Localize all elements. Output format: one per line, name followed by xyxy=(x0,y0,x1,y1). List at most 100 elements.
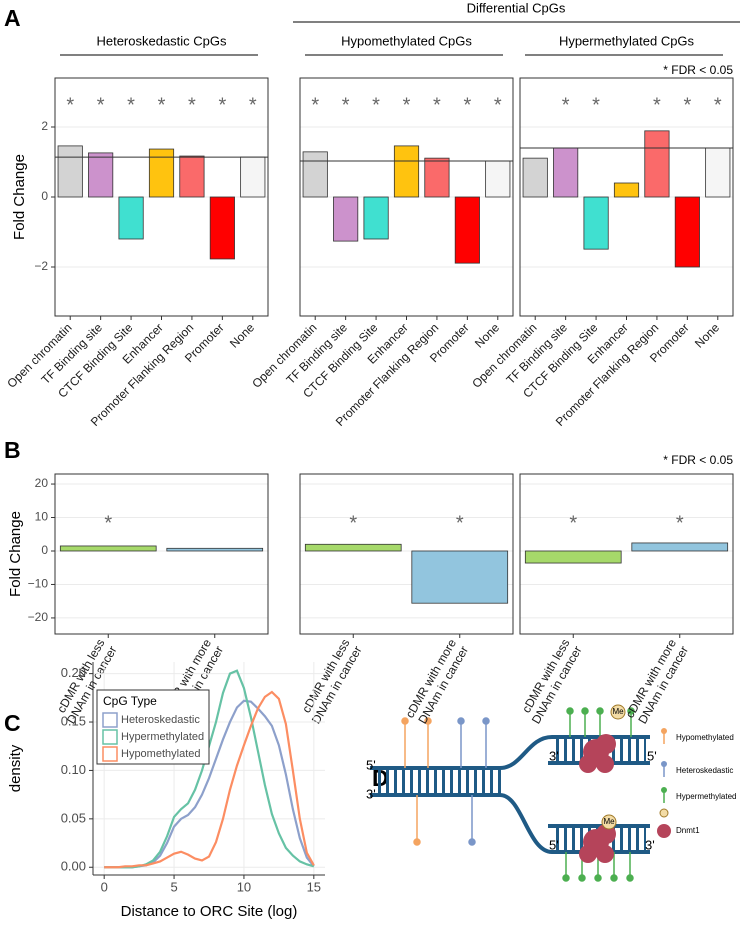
methyl-label: Me xyxy=(612,707,624,716)
bar xyxy=(424,157,450,198)
bar xyxy=(57,145,83,198)
plot-frame xyxy=(54,473,269,635)
bar xyxy=(333,196,359,242)
bar xyxy=(209,196,235,260)
x-tick-label: 10 xyxy=(237,879,251,894)
legend-key xyxy=(102,712,118,728)
bar xyxy=(302,151,328,198)
bar xyxy=(522,157,548,198)
significance-mark: * xyxy=(433,94,441,116)
significance-mark: * xyxy=(463,94,471,116)
bar xyxy=(674,196,700,268)
legend-label: Hypomethylated xyxy=(676,733,734,742)
plot-frame xyxy=(519,473,734,635)
y-tick-label: 2 xyxy=(41,119,48,133)
bar xyxy=(393,145,420,198)
legend-label: Dnmt1 xyxy=(676,826,700,835)
annotation: * FDR < 0.05 xyxy=(663,453,733,467)
significance-mark: * xyxy=(97,94,105,116)
bar xyxy=(148,148,175,198)
strand-label: 3' xyxy=(645,837,655,852)
significance-mark: * xyxy=(653,94,661,116)
x-tick-label: None xyxy=(692,320,722,350)
y-tick-label: 20 xyxy=(35,476,49,490)
panel-subtitle: Hypermethylated CpGs xyxy=(559,33,695,48)
legend-title: CpG Type xyxy=(103,694,157,708)
significance-mark: * xyxy=(188,94,196,116)
bar xyxy=(363,196,389,240)
y-tick-label: 0 xyxy=(41,543,48,557)
bar xyxy=(553,147,579,198)
plot-frame xyxy=(519,77,734,317)
bar xyxy=(88,152,114,198)
hypermethylated-sites xyxy=(562,707,635,882)
significance-mark: * xyxy=(311,94,319,116)
x-tick-label: 0 xyxy=(101,879,108,894)
significance-mark: * xyxy=(218,94,226,116)
y-tick-label: −20 xyxy=(28,610,49,624)
panel-letter: B xyxy=(4,437,21,463)
legend-icon xyxy=(661,787,667,793)
bar xyxy=(631,542,729,552)
panel-letter: C xyxy=(4,710,21,736)
significance-mark: * xyxy=(104,512,112,534)
significance-mark: * xyxy=(714,94,722,116)
bar xyxy=(304,543,402,552)
y-tick-label: 0.15 xyxy=(61,713,86,728)
panel-letter: A xyxy=(4,5,21,31)
dnmt1 xyxy=(579,734,616,863)
panel-subtitle: Hypomethylated CpGs xyxy=(341,33,472,48)
legend-label: Heteroskedastic xyxy=(121,714,200,726)
significance-mark: * xyxy=(676,512,684,534)
replication-diagram: Me Me 5' 3' 3' 5' 5' 3' Hypomethylated H… xyxy=(366,704,736,882)
strand xyxy=(370,735,650,770)
bar xyxy=(613,182,640,198)
methyl-group xyxy=(610,704,626,720)
strand-label: 3' xyxy=(366,786,376,801)
strand-label: 3' xyxy=(549,748,559,763)
strand-label: 5' xyxy=(549,837,559,852)
legend-label: Hypomethylated xyxy=(121,748,201,760)
significance-mark: * xyxy=(158,94,166,116)
group-header: Differential CpGs xyxy=(467,0,566,15)
legend-icon xyxy=(661,761,667,767)
y-tick-label: 10 xyxy=(35,510,49,524)
hypomethylated-sites xyxy=(401,717,432,846)
legend-label: Heteroskedastic xyxy=(676,766,733,775)
y-tick-label: 0.00 xyxy=(61,859,86,874)
x-tick-label: 5 xyxy=(170,879,177,894)
legend-label: Hypermethylated xyxy=(121,731,204,743)
significance-mark: * xyxy=(494,94,502,116)
bar xyxy=(118,196,144,240)
bar xyxy=(705,147,731,198)
bar xyxy=(454,196,480,264)
plot-frame xyxy=(299,77,514,317)
strand-label: 5' xyxy=(647,748,657,763)
x-tick-label: None xyxy=(472,320,502,350)
significance-mark: * xyxy=(127,94,135,116)
y-tick-label: 0.10 xyxy=(61,762,86,777)
significance-mark: * xyxy=(683,94,691,116)
significance-mark: * xyxy=(342,94,350,116)
bar xyxy=(179,155,205,198)
x-tick-label: None xyxy=(227,320,257,350)
significance-mark: * xyxy=(569,512,577,534)
bar xyxy=(644,130,670,198)
bar xyxy=(524,550,622,564)
panel-subtitle: Heteroskedastic CpGs xyxy=(96,33,227,48)
bar xyxy=(485,160,511,198)
y-tick-label: −2 xyxy=(34,259,48,273)
significance-mark: * xyxy=(562,94,570,116)
density-line xyxy=(104,690,315,869)
heteroskedastic-sites xyxy=(457,717,490,846)
significance-mark: * xyxy=(456,512,464,534)
y-tick-label: 0 xyxy=(41,189,48,203)
significance-mark: * xyxy=(592,94,600,116)
significance-mark: * xyxy=(66,94,74,116)
bar xyxy=(411,550,509,604)
y-tick-label: 0.05 xyxy=(61,810,86,825)
significance-mark: * xyxy=(372,94,380,116)
significance-mark: * xyxy=(349,512,357,534)
bar xyxy=(583,196,609,250)
